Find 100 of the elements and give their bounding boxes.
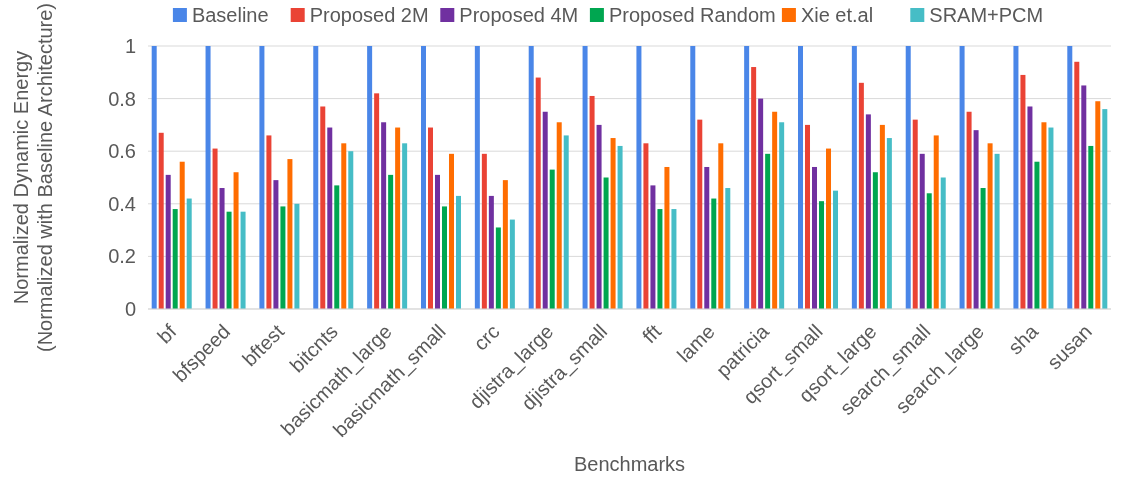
x-tick-label: fft	[638, 319, 666, 348]
y-tick-label: 0.8	[108, 87, 136, 110]
bar	[280, 206, 286, 309]
bar	[744, 46, 750, 309]
bar	[556, 122, 562, 309]
bar	[596, 124, 602, 309]
bar	[912, 119, 918, 309]
x-axis-title: Benchmarks	[573, 453, 686, 475]
y-tick-label: 0.4	[108, 192, 136, 215]
bar	[427, 127, 433, 309]
bar	[1034, 161, 1040, 309]
bar	[381, 122, 387, 309]
bar	[294, 203, 300, 309]
bar	[212, 148, 218, 309]
bar	[711, 198, 717, 309]
bar	[219, 188, 225, 309]
bar	[636, 46, 642, 309]
bar	[779, 122, 785, 309]
bar	[758, 98, 764, 309]
bar	[872, 172, 878, 309]
bar	[549, 169, 555, 309]
bar	[287, 159, 293, 309]
bar	[940, 177, 946, 309]
bar	[259, 46, 265, 309]
bar	[798, 46, 803, 309]
bar	[919, 153, 925, 309]
bar	[926, 193, 932, 309]
bar	[973, 130, 979, 309]
bar	[165, 174, 171, 309]
bar	[1048, 127, 1054, 309]
bar	[805, 124, 810, 309]
bar	[1020, 74, 1026, 309]
bar	[509, 219, 515, 309]
bar	[266, 135, 272, 309]
bar	[643, 143, 649, 309]
bar	[603, 177, 609, 309]
bar	[233, 172, 239, 309]
legend-label: Proposed 4M	[459, 4, 579, 26]
legend-label: Baseline	[191, 4, 269, 26]
bar	[374, 93, 380, 309]
legend-label: Xie et.al	[800, 4, 874, 26]
bar	[172, 209, 178, 309]
bar	[617, 145, 623, 309]
bar	[751, 67, 757, 309]
bar	[1074, 61, 1080, 309]
bar	[474, 46, 480, 309]
bar	[1102, 109, 1108, 309]
bar	[388, 174, 394, 309]
bar	[348, 151, 354, 309]
bar	[697, 119, 703, 309]
bar	[186, 198, 192, 309]
bar	[456, 195, 461, 309]
legend-label: Proposed 2M	[309, 4, 429, 26]
bar	[542, 111, 548, 309]
bar	[1067, 46, 1073, 309]
bar	[502, 180, 508, 309]
bar	[959, 46, 965, 309]
bar	[1088, 145, 1094, 309]
legend-label: SRAM+PCM	[929, 4, 1044, 26]
y-tick-label: 1	[124, 35, 136, 57]
bar	[327, 127, 333, 309]
bar	[313, 46, 319, 309]
y-axis-title: Normalized Dynamic Energy (Normalized with Baseline Architecture)	[10, 2, 56, 353]
bar	[858, 82, 864, 309]
bar	[994, 153, 1000, 309]
bar	[402, 143, 408, 309]
bar	[826, 148, 832, 309]
bar	[441, 206, 447, 309]
bar	[535, 77, 541, 309]
bar	[1081, 85, 1087, 309]
bar	[980, 188, 986, 309]
bar	[865, 114, 871, 309]
bar	[657, 209, 663, 309]
bar	[690, 46, 696, 309]
bar	[273, 180, 279, 309]
bar	[933, 135, 939, 309]
bar	[664, 166, 670, 309]
bar	[1095, 101, 1101, 309]
bar	[367, 46, 373, 309]
bar	[341, 143, 347, 309]
bar	[589, 95, 595, 309]
bar	[151, 46, 157, 309]
bar	[158, 132, 164, 309]
bar	[650, 185, 656, 309]
bar	[481, 153, 487, 309]
bar	[226, 211, 232, 309]
bar	[819, 201, 825, 309]
bar	[765, 153, 771, 309]
bar	[434, 174, 440, 309]
bar	[671, 209, 677, 309]
bar	[563, 135, 569, 309]
bar	[1027, 106, 1033, 309]
bar	[1013, 46, 1019, 309]
y-tick-label: 0	[124, 298, 136, 320]
bar	[812, 166, 818, 309]
bar	[610, 138, 616, 309]
bar	[420, 46, 426, 309]
bar	[704, 166, 710, 309]
bar	[495, 227, 501, 309]
bar	[240, 211, 246, 309]
